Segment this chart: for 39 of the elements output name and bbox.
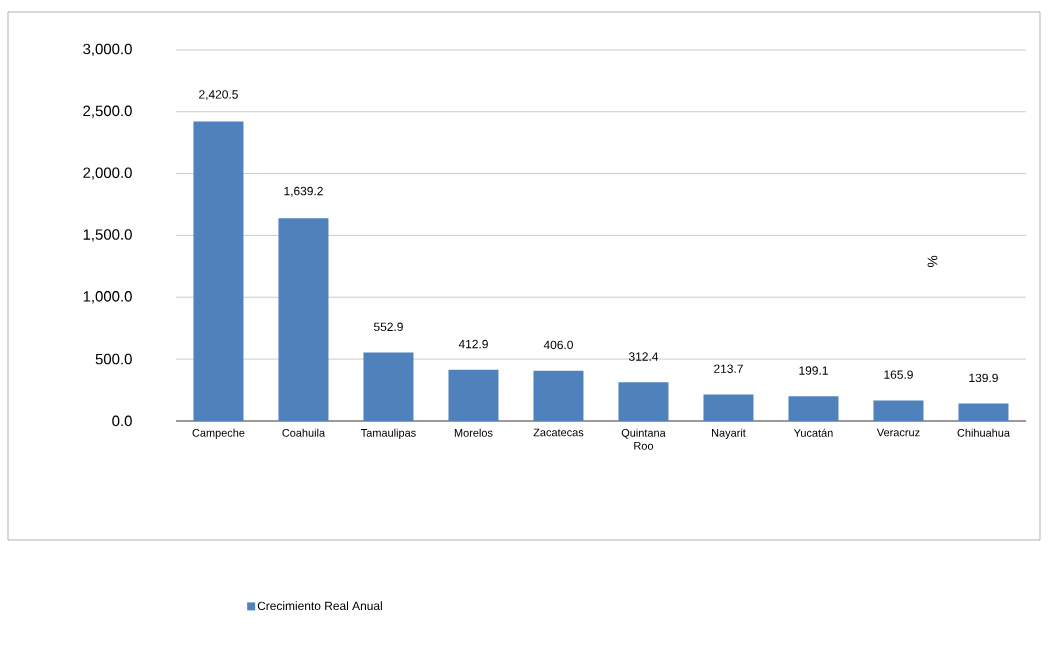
bar: [618, 382, 669, 421]
bar: [448, 369, 499, 421]
x-tick-label: Veracruz: [876, 428, 920, 437]
annotation: %: [927, 255, 938, 268]
x-tick-label: Coahuila: [282, 428, 326, 437]
y-tick-label: 500.0: [95, 353, 132, 365]
x-tick-label: Tamaulipas: [361, 428, 416, 439]
bar: [703, 394, 754, 421]
x-tick-label: Nayarit: [712, 428, 746, 439]
data-label: 199.1: [799, 366, 828, 375]
x-tick-label: Morelos: [454, 428, 493, 437]
bar: [958, 403, 1009, 421]
x-tick-label: Chihuahua: [957, 428, 1010, 437]
y-tick-label: 0.0: [112, 415, 132, 427]
data-label: 139.9: [969, 373, 998, 383]
data-label: 213.7: [714, 364, 743, 373]
data-label: 1,639.2: [284, 186, 323, 197]
bar: [363, 352, 414, 421]
bar: [278, 218, 329, 421]
y-tick-label: 2,000.0: [83, 167, 132, 180]
legend-label: Crecimiento Real Anual: [257, 601, 382, 611]
bar: [873, 400, 924, 421]
data-label: 412.9: [458, 339, 488, 349]
bar: [788, 396, 839, 421]
x-tick-label: Yucatán: [793, 428, 833, 437]
data-label: 406.0: [543, 340, 573, 350]
y-tick-label: 3,000.0: [83, 43, 132, 57]
x-tick-label: Zacatecas: [533, 428, 584, 437]
y-tick-label: 2,500.0: [83, 105, 132, 118]
data-label: 2,420.5: [199, 90, 238, 101]
data-label: 552.9: [373, 322, 403, 332]
y-tick-label: 1,000.0: [83, 291, 132, 304]
bar: [193, 121, 244, 421]
data-label: 312.4: [628, 352, 659, 361]
y-tick-label: 1,500.0: [83, 229, 132, 242]
data-label: 165.9: [884, 370, 913, 379]
x-tick-label: Quintana Roo: [621, 428, 666, 450]
bar: [533, 370, 584, 421]
x-tick-label: Campeche: [192, 428, 245, 439]
